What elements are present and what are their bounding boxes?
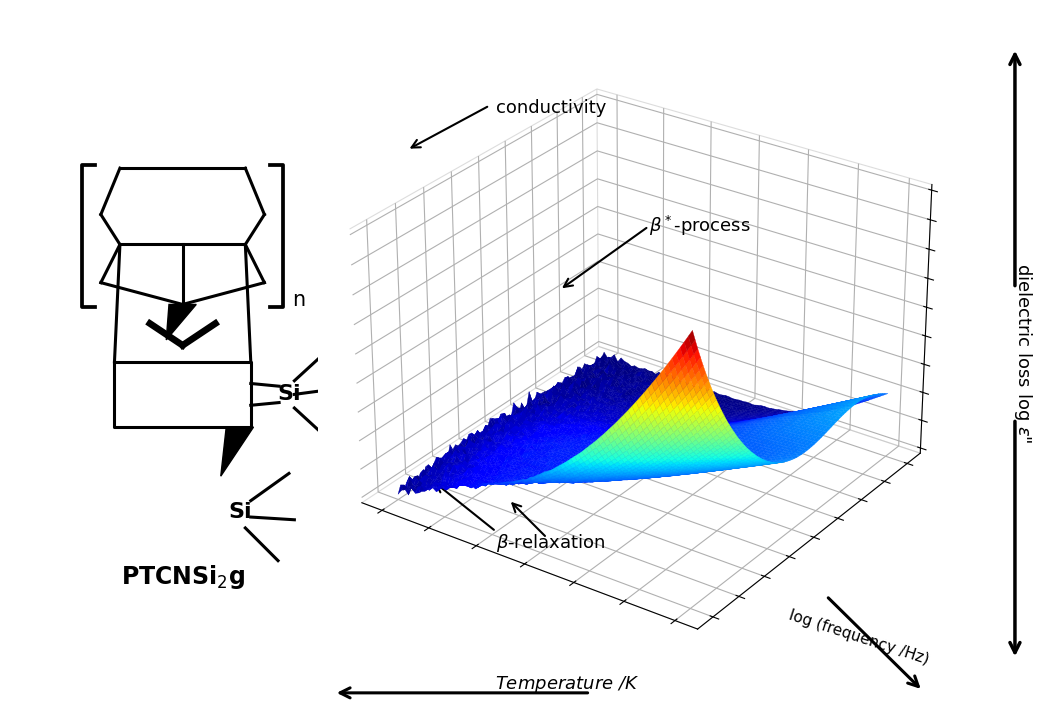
- Text: $\beta$-relaxation: $\beta$-relaxation: [496, 532, 605, 554]
- Text: Si: Si: [277, 385, 301, 404]
- Text: $\it{Temperature}$ /K: $\it{Temperature}$ /K: [495, 674, 639, 695]
- Text: dielectric loss log $\varepsilon$": dielectric loss log $\varepsilon$": [1012, 263, 1034, 444]
- Text: n: n: [292, 290, 305, 310]
- Text: log (frequency /Hz): log (frequency /Hz): [787, 608, 931, 667]
- Polygon shape: [220, 427, 253, 476]
- Text: PTCNSi$_2$g: PTCNSi$_2$g: [121, 563, 245, 591]
- Text: $\beta^*$-process: $\beta^*$-process: [649, 214, 750, 238]
- Text: Si: Si: [228, 501, 251, 522]
- Polygon shape: [166, 305, 196, 340]
- Text: conductivity: conductivity: [496, 99, 606, 117]
